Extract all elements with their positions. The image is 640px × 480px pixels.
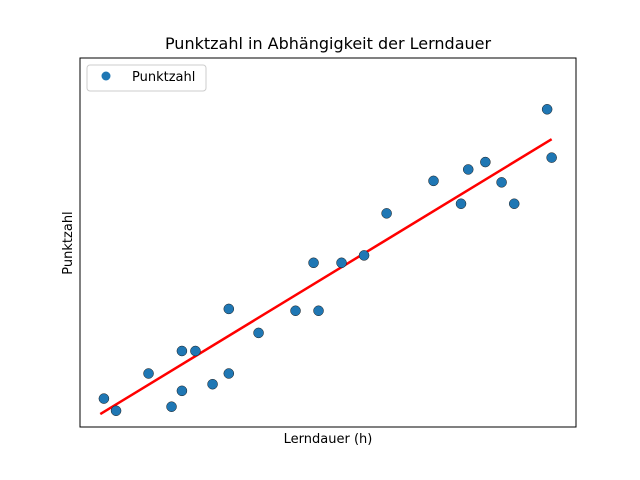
data-point-3 [143,368,154,379]
legend-box [86,64,207,92]
data-point-20 [462,164,474,175]
legend: Punktzahl [86,64,207,92]
data-point-15 [336,257,347,269]
data-point-13 [308,257,319,269]
data-point-17 [381,208,392,219]
data-point-6 [176,345,188,357]
data-point-14 [313,305,324,317]
data-point-21 [480,156,491,168]
data-point-19 [455,198,467,209]
data-point-2 [110,405,122,417]
data-point-8 [207,378,218,390]
data-point-18 [428,175,439,187]
data-point-23 [508,198,520,209]
data-point-4 [166,401,177,412]
x-axis-label: Lerndauer (h) [284,432,373,447]
y-axis-label: Punktzahl [61,211,76,274]
data-point-9 [223,368,235,379]
data-point-5 [176,385,188,397]
axes-frame [79,57,577,428]
data-point-24 [541,104,553,115]
data-point-1 [98,393,110,404]
data-point-12 [290,305,301,317]
data-point-7 [190,345,201,357]
legend-label: Punktzahl [132,70,195,85]
regression-line [99,138,553,416]
data-point-25 [546,152,557,163]
data-point-11 [253,327,264,339]
plot-area [98,104,557,417]
chart-title: Punktzahl in Abhängigkeit der Lerndauer [165,34,492,53]
data-point-10 [223,303,235,315]
data-point-22 [496,177,507,188]
data-point-16 [358,250,370,261]
legend-marker [101,71,111,81]
